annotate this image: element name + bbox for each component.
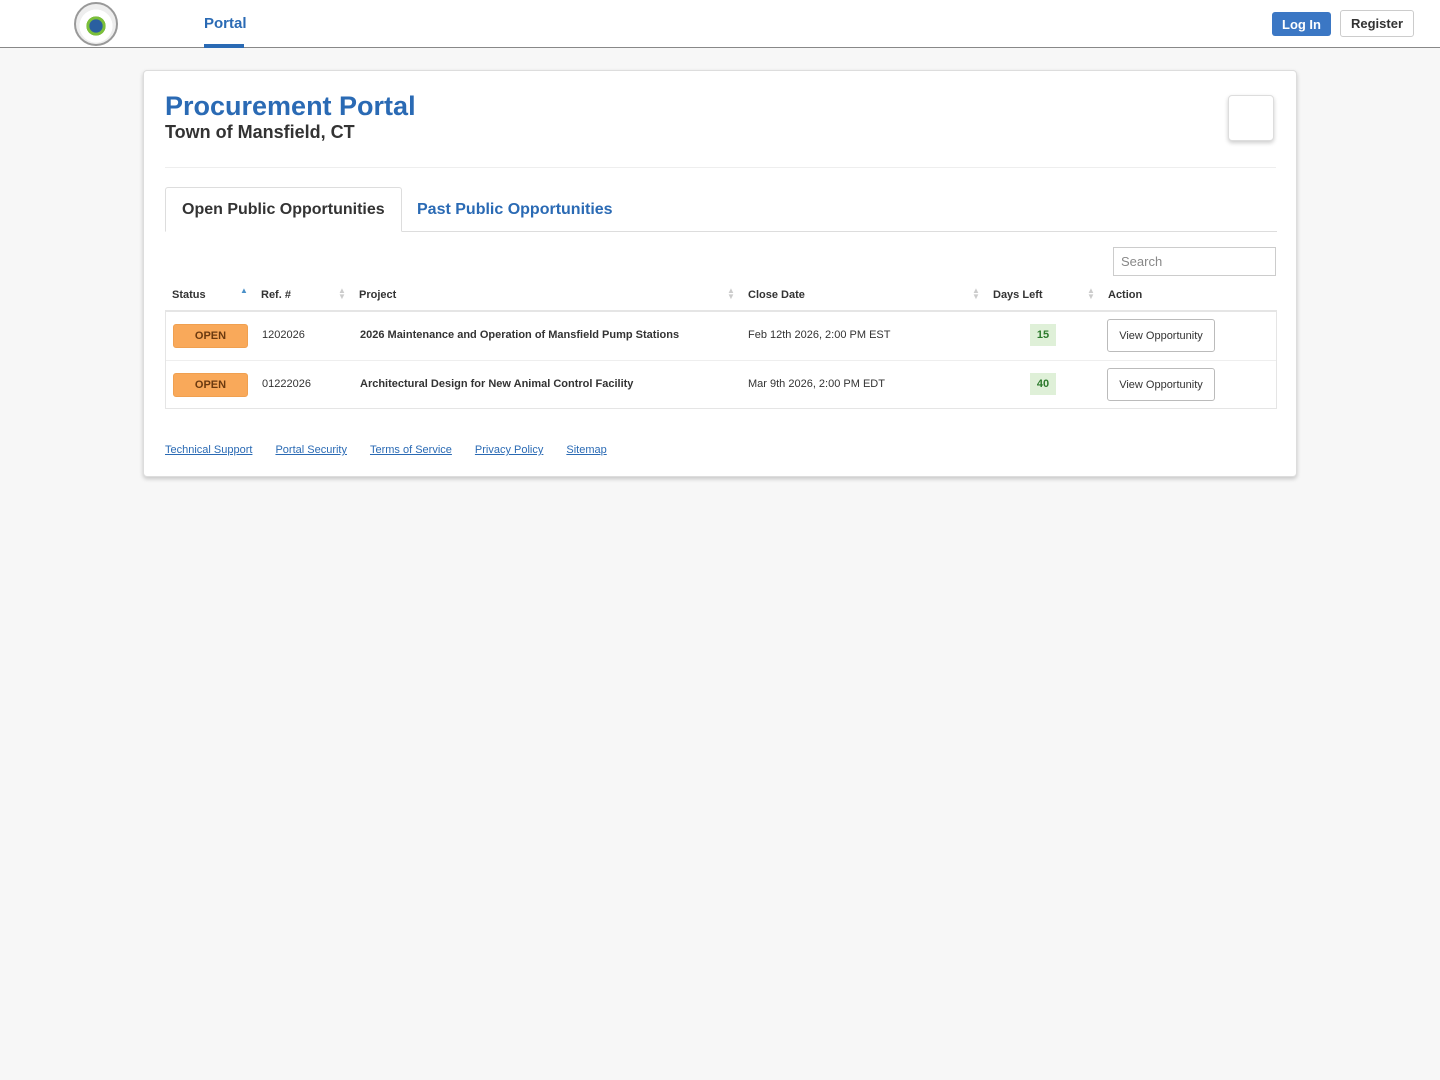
column-header-ref[interactable]: Ref. # <box>261 289 291 301</box>
column-header-status[interactable]: Status <box>172 289 206 301</box>
column-header-close-date[interactable]: Close Date <box>748 289 805 301</box>
sort-icon[interactable]: ▲ ▼ <box>338 286 346 301</box>
status-badge: OPEN <box>173 373 248 397</box>
table-row: OPEN 01222026 Architectural Design for N… <box>166 360 1276 408</box>
portal-card: Procurement Portal Town of Mansfield, CT… <box>143 70 1297 477</box>
tab-past-opportunities[interactable]: Past Public Opportunities <box>417 200 613 218</box>
ref-number: 01222026 <box>262 378 311 390</box>
mansfield-logo[interactable] <box>74 2 118 46</box>
login-button[interactable]: Log In <box>1272 12 1331 36</box>
sort-icon[interactable]: ▲ ▼ <box>972 286 980 301</box>
sort-icon[interactable]: ▲ ▼ <box>1087 286 1095 301</box>
ref-number: 1202026 <box>262 329 305 341</box>
project-name: 2026 Maintenance and Operation of Mansfi… <box>360 329 680 341</box>
opportunities-table: OPEN 1202026 2026 Maintenance and Operat… <box>165 312 1277 409</box>
column-header-action: Action <box>1108 289 1143 301</box>
mansfield-seal <box>1228 95 1274 141</box>
days-left-badge: 40 <box>1030 373 1056 395</box>
column-header-project[interactable]: Project <box>359 289 397 301</box>
page-title: Procurement Portal <box>165 91 416 121</box>
project-name: Architectural Design for New Animal Cont… <box>360 378 634 390</box>
active-tab-indicator <box>204 44 244 48</box>
view-opportunity-button[interactable]: View Opportunity <box>1107 368 1215 401</box>
link-privacy-policy[interactable]: Privacy Policy <box>474 444 544 456</box>
sort-asc-icon[interactable]: ▲ <box>240 286 248 295</box>
table-header: Status ▲ Ref. # ▲ ▼ Project ▲ ▼ Close Date… <box>165 279 1277 312</box>
close-date: Feb 12th 2026, 2:00 PM EST <box>748 329 891 341</box>
divider <box>165 167 1276 168</box>
column-header-days-left[interactable]: Days Left <box>993 289 1043 301</box>
top-navbar: Portal Log In Register <box>0 0 1440 48</box>
page-subtitle: Town of Mansfield, CT <box>165 122 355 142</box>
close-date: Mar 9th 2026, 2:00 PM EDT <box>748 378 885 390</box>
status-badge: OPEN <box>173 324 248 348</box>
days-left-badge: 15 <box>1030 324 1056 346</box>
link-terms-of-service[interactable]: Terms of Service <box>369 444 452 456</box>
footer-links: Technical Support Portal Security Terms … <box>165 444 607 456</box>
link-technical-support[interactable]: Technical Support <box>165 444 253 456</box>
search-input[interactable] <box>1113 247 1276 276</box>
opportunity-tabs: Open Public Opportunities Past Public Op… <box>165 187 1277 232</box>
sort-icon[interactable]: ▲ ▼ <box>727 286 735 301</box>
register-button[interactable]: Register <box>1340 10 1414 37</box>
view-opportunity-button[interactable]: View Opportunity <box>1107 319 1215 352</box>
nav-tab-portal[interactable]: Portal <box>204 15 247 32</box>
tab-open-opportunities[interactable]: Open Public Opportunities <box>165 187 402 232</box>
table-row: OPEN 1202026 2026 Maintenance and Operat… <box>166 312 1276 360</box>
link-sitemap[interactable]: Sitemap <box>566 444 607 456</box>
link-portal-security[interactable]: Portal Security <box>275 444 347 456</box>
